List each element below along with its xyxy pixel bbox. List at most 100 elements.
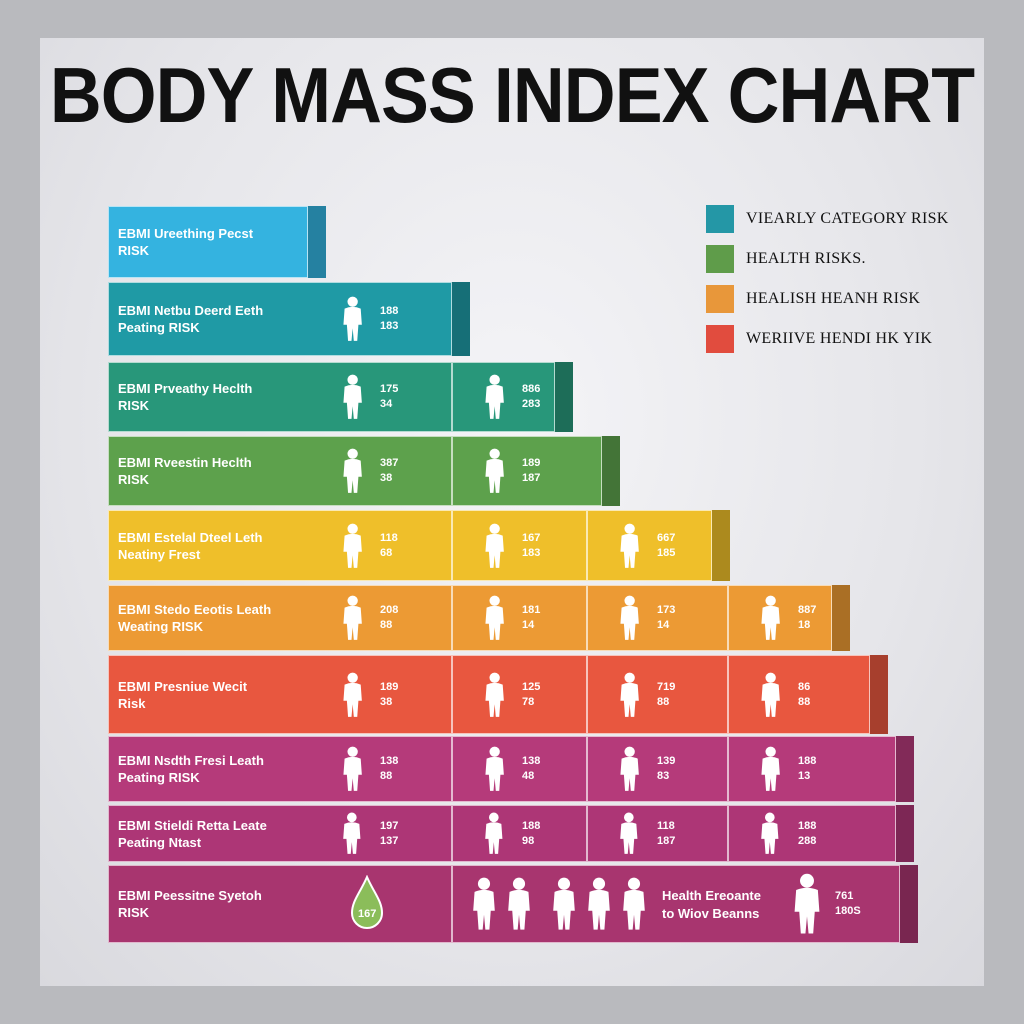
bmi-value-primary: 173 [657,604,676,616]
row-label-line-2: Peating Ntast [118,834,202,850]
bmi-cell [108,655,452,734]
bmi-value: 138 48 [522,754,540,784]
row-label-line-1: EBMI Prveathy Heclth [118,381,253,396]
bmi-value-secondary: 83 [657,770,670,782]
bmi-cell [452,585,587,651]
person-icon [617,672,642,718]
bmi-value-primary: 139 [657,755,676,767]
bmi-value-primary: 181 [522,604,541,616]
bmi-row: EBMI Stedo Eeotis Leath Weating RISK 208 88… [0,585,1024,651]
legend-label: VIEARLY CATEGORY RISK [746,210,949,227]
row-label-line-2: Weating RISK [118,619,203,634]
bmi-value-secondary: 187 [657,834,676,847]
bmi-value: 125 78 [522,680,540,710]
bmi-row: EBMI Presniue Wecit Risk 189 38 125 78 719 88 86… [0,655,1024,734]
bmi-value-secondary: 88 [380,770,393,782]
legend-item: HEALTH RISKS. [706,245,1006,273]
bmi-value: 887 18 [798,603,816,633]
bmi-value-secondary: 68 [380,546,393,559]
person-icon [482,812,506,855]
bmi-cell [728,585,832,651]
row-label: EBMI Estelal Dteel Leth Neatiny Frest [118,529,318,563]
person-icon [617,523,642,569]
bmi-value-secondary: 48 [522,770,535,782]
bmi-value-secondary: 183 [522,546,541,559]
person-icon [617,746,642,792]
row-label-line-2: RISK [118,243,150,258]
bmi-cell [108,865,452,943]
person-icon [340,746,365,792]
bmi-value-secondary: 180S [835,905,861,917]
bmi-cell [587,736,728,802]
person-icon [340,374,365,420]
person-icon [482,595,507,641]
legend-item: HEALISH HEANH RISK [706,285,1006,313]
bmi-value-primary: 118 [380,531,398,544]
bmi-value-secondary: 187 [522,472,541,484]
bmi-value: 188 98 [522,819,540,849]
person-icon [340,523,365,569]
legend-label: HEALTH RISKS. [746,250,866,267]
bmi-cell [452,436,602,506]
row-label-line-1: EBMI Estelal Dteel Leth [118,529,263,545]
bmi-row: EBMI Rveestin Heclth RISK 387 38 189 187 [0,436,1024,506]
bmi-value-secondary: 14 [657,619,670,631]
person-icon [505,877,533,931]
bmi-value: 138 88 [380,754,398,784]
row-label-line-1: EBMI Stedo Eeotis Leath [118,602,272,617]
health-note-line-2: to Wiov Beanns [662,906,760,921]
bar-depth-side [832,585,850,651]
bmi-value: 175 34 [380,382,398,412]
row-label: EBMI Presniue Wecit Risk [118,678,318,712]
bar-depth-side [896,805,914,862]
bmi-cell [108,362,452,432]
bmi-value: 387 38 [380,456,398,486]
bmi-value: 86 88 [798,680,810,710]
bmi-value-primary: 719 [657,680,676,693]
bmi-cell [587,805,728,862]
legend-item: VIEARLY CATEGORY RISK [706,205,1006,233]
bmi-cell [587,510,712,581]
person-icon [340,448,365,494]
bmi-row: EBMI Prveathy Heclth RISK 175 34 886 283 [0,362,1024,432]
bmi-row: EBMI Netbu Deerd Eeth Peating RISK 188 183 [0,282,1024,356]
bmi-value-primary: 208 [380,604,399,616]
bmi-value-primary: 761 [835,890,854,902]
bmi-value-primary: 886 [522,383,541,395]
bmi-value-primary: 387 [380,457,399,469]
bmi-value-primary: 175 [380,383,399,395]
bmi-value: 189 38 [380,680,398,710]
drop-value: 167 [358,908,377,920]
person-icon [585,877,613,931]
bmi-value-secondary: 13 [798,770,811,782]
legend-swatch [706,285,734,313]
bmi-value-secondary: 88 [380,619,393,631]
bmi-row: EBMI Ureething Pecst RISK [0,206,1024,278]
bar-depth-side [870,655,888,734]
person-icon [482,746,507,792]
bmi-value-secondary: 183 [380,320,399,332]
bmi-value-primary: 118 [657,819,675,832]
row-label-line-1: EBMI Netbu Deerd Eeth [118,303,264,318]
bmi-cell [728,805,896,862]
bmi-value: 197 137 [380,819,398,849]
legend-label: WERIIVE HENDI HK YIK [746,330,933,347]
bmi-value: 189 187 [522,456,540,486]
person-icon [470,877,498,931]
bmi-cell [452,362,555,432]
bmi-value: 886 283 [522,382,540,412]
bmi-value-primary: 189 [522,457,541,469]
bmi-value-primary: 667 [657,531,676,544]
row-label-line-2: RISK [118,472,150,487]
bmi-value: 761 180S [835,889,861,919]
row-label: EBMI Peessitne Syetoh RISK [118,887,318,921]
row-label: EBMI Ureething Pecst RISK [118,225,318,259]
row-label-line-2: Peating RISK [118,770,200,785]
bmi-value-secondary: 18 [798,619,811,631]
bmi-cell [728,655,870,734]
bmi-value-primary: 125 [522,680,541,693]
bmi-cell [452,736,587,802]
row-label-line-1: EBMI Stieldi Retta Leate [118,817,267,833]
bmi-value-primary: 189 [380,680,399,693]
bmi-cell [452,805,587,862]
